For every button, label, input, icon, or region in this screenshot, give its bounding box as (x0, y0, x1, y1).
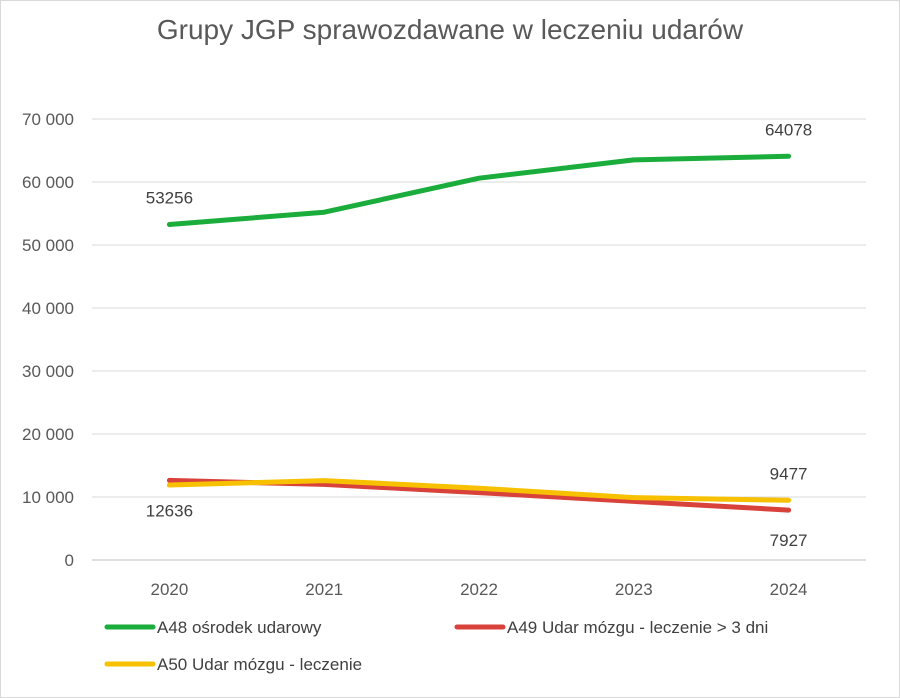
y-tick-label: 0 (65, 551, 74, 570)
series-line-3 (166, 478, 792, 503)
x-tick-label: 2023 (615, 580, 653, 599)
y-tick-label: 60 000 (22, 173, 74, 192)
legend-label: A50 Udar mózgu - leczenie (157, 655, 362, 674)
y-tick-label: 20 000 (22, 425, 74, 444)
x-tick-label: 2024 (770, 580, 808, 599)
y-tick-label: 70 000 (22, 110, 74, 129)
legend-label: A48 ośrodek udarowy (157, 618, 322, 637)
legend-label: A49 Udar mózgu - leczenie > 3 dni (507, 618, 768, 637)
data-label: 9477 (770, 464, 808, 483)
chart-title: Grupy JGP sprawozdawane w leczeniu udaró… (156, 14, 744, 45)
data-label: 64078 (765, 120, 812, 139)
data-label: 7927 (770, 531, 808, 550)
x-tick-label: 2021 (305, 580, 343, 599)
y-tick-label: 40 000 (22, 299, 74, 318)
series-line-1 (166, 153, 792, 227)
data-label: 53256 (146, 188, 193, 207)
x-tick-label: 2020 (150, 580, 188, 599)
data-label: 12636 (146, 501, 193, 520)
y-tick-label: 50 000 (22, 236, 74, 255)
y-tick-label: 10 000 (22, 488, 74, 507)
y-tick-label: 30 000 (22, 362, 74, 381)
x-tick-label: 2022 (460, 580, 498, 599)
